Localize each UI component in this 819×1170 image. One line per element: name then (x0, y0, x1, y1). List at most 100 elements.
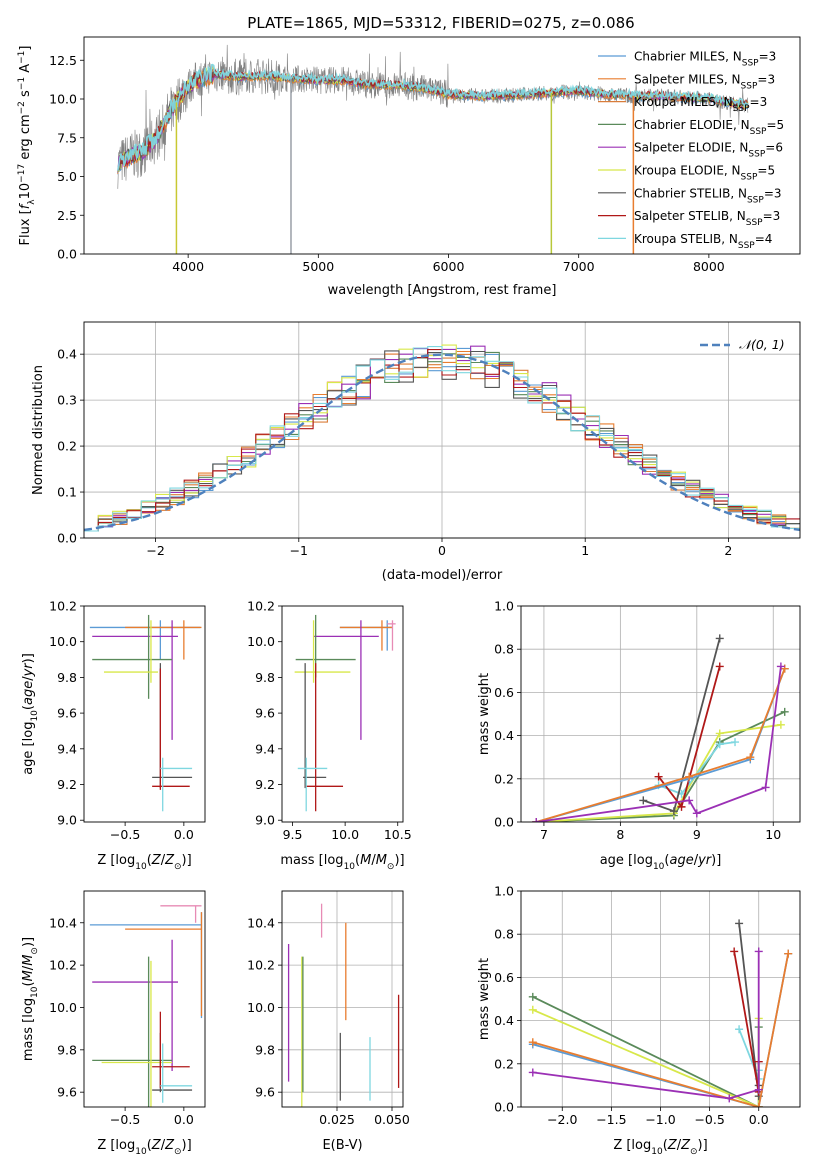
data-point (303, 663, 327, 789)
x-tick-label: 10 (765, 827, 781, 842)
data-point (125, 620, 202, 660)
label-part: Kroupa MILES, N (634, 95, 733, 109)
data-point (103, 620, 159, 683)
label-part: )] (394, 853, 404, 868)
data-point (387, 620, 396, 651)
label-part: 10 (651, 1147, 663, 1157)
label-part: / (161, 853, 166, 868)
x-tick-label: 10.0 (331, 827, 359, 842)
label-part: )] (21, 937, 36, 947)
data-point (92, 956, 173, 1107)
mass-vs-EBV-plot-area (287, 903, 400, 1107)
legend-label: Salpeter ELODIE, NSSP=6 (634, 141, 783, 160)
data-point (294, 620, 351, 683)
data-point (101, 960, 173, 1107)
label-part: =3 (750, 95, 768, 109)
weight-vs-age-ylabel: mass weight (477, 673, 492, 755)
mass-vs-EBV-frame (281, 890, 404, 1108)
data-point (125, 912, 203, 1016)
data-point (305, 663, 344, 812)
y-tick-label: 10.0 (49, 634, 77, 649)
mass-vs-Z-frame (83, 890, 206, 1108)
label-part: =3 (764, 186, 782, 200)
weight-marker (731, 738, 740, 747)
weight-marker (528, 1038, 537, 1047)
label-part: SSP (738, 241, 755, 251)
label-part: ( (21, 705, 36, 710)
label-part: SSP (742, 59, 759, 69)
weight-marker (677, 802, 686, 811)
x-tick-label: −1.5 (596, 1112, 626, 1127)
age-vs-Z-xlabel: Z [log10(Z/Z⊙)] (97, 853, 191, 872)
label-part: SSP (741, 81, 758, 91)
figure-title: PLATE=1865, MJD=53312, FIBERID=0275, z=0… (247, 14, 634, 32)
label-part: mass [log (280, 853, 343, 868)
residuals-plot-area (84, 344, 800, 532)
label-part: / (371, 853, 376, 868)
label-part: f (18, 202, 33, 209)
label-part: SSP (750, 127, 767, 137)
weight-vs-Z-frame (520, 890, 801, 1108)
label-part: 10 (135, 862, 147, 872)
label-part: yr (21, 662, 36, 678)
legend-label: Chabrier STELIB, NSSP=3 (634, 186, 782, 205)
x-tick-label: 9 (693, 827, 701, 842)
label-part: erg cm (18, 114, 33, 163)
label-part: Z (151, 1138, 162, 1153)
x-tick-label: 4000 (172, 259, 204, 274)
gaussian-curve (84, 353, 800, 532)
data-point (160, 1043, 193, 1103)
weight-marker (780, 707, 789, 716)
weight-marker (715, 634, 724, 643)
age-vs-Z-frame (83, 605, 206, 823)
age-vs-Z-axes: −0.5 0.09.09.29.49.69.810.010.2Z [log10(Z… (21, 599, 206, 872)
mass-vs-Z-plot-area (89, 905, 203, 1107)
residuals-xlabel: (data-model)/error (382, 568, 503, 583)
weight-marker (730, 947, 739, 956)
y-tick-label: 9.6 (255, 706, 275, 721)
weight-marker (754, 1085, 763, 1094)
label-part: =6 (765, 141, 783, 155)
label-part: M (21, 955, 36, 966)
y-tick-label: 10.0 (247, 634, 275, 649)
weight-line (733, 951, 760, 1093)
x-tick-label: 8000 (693, 259, 725, 274)
label-part: / (161, 1138, 166, 1153)
y-tick-label: 0.4 (57, 347, 77, 362)
y-tick-label: 0.4 (494, 1013, 514, 1028)
legend-label: Kroupa STELIB, NSSP=4 (634, 232, 772, 251)
x-tick-label: −1 (290, 543, 308, 558)
weight-marker (715, 729, 724, 738)
x-tick-label: 0.025 (319, 1112, 355, 1127)
label-part: Flux [ (18, 209, 33, 245)
weight-marker (528, 1005, 537, 1014)
data-point (297, 757, 328, 812)
weight-marker (776, 720, 785, 729)
weight-marker (685, 772, 694, 781)
x-tick-label: 8 (616, 827, 624, 842)
mass-vs-Z-axes: −0.5 0.09.69.810.010.210.4Z [log10(Z/Z⊙)]… (21, 890, 206, 1157)
weight-vs-age-xlabel: age [log10(age/yr)] (600, 853, 722, 872)
label-part: age [log (600, 853, 653, 868)
weight-line (532, 1008, 760, 1107)
gaussian-legend-label: 𝒩(0, 1) (739, 337, 785, 352)
model-spectrum-line (117, 63, 749, 171)
label-part: ( (355, 853, 360, 868)
weight-line (536, 668, 786, 822)
legend-label: Kroupa ELODIE, NSSP=5 (634, 164, 775, 183)
label-part: =3 (763, 209, 781, 223)
label-part: ( (664, 853, 669, 868)
label-part: )] (698, 1138, 708, 1153)
label-part: Z (164, 853, 175, 868)
label-part: A (18, 64, 33, 77)
weight-series (528, 1005, 763, 1107)
age-vs-mass-frame (281, 605, 404, 823)
observed-spectrum (117, 44, 749, 189)
x-tick-label: 7 (540, 827, 548, 842)
weight-line (536, 710, 786, 822)
x-tick-label: 6000 (433, 259, 465, 274)
data-point (160, 905, 202, 923)
label-part: Z [log (97, 1138, 135, 1153)
